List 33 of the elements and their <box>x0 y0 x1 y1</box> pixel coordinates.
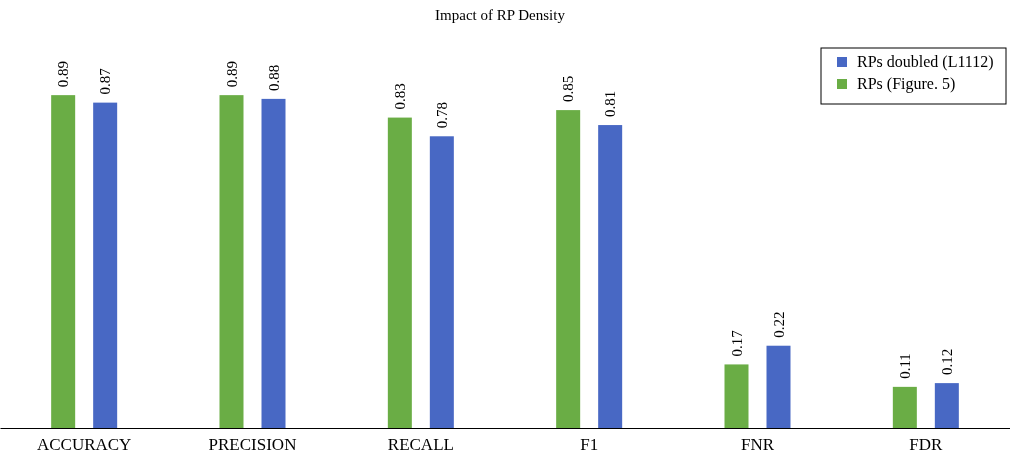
chart-title: Impact of RP Density <box>435 7 566 23</box>
x-tick-label: F1 <box>580 435 599 455</box>
data-label: 0.17 <box>728 329 745 357</box>
data-label: 0.81 <box>602 90 619 118</box>
bar <box>51 95 76 428</box>
x-tick-label: RECALL <box>387 435 454 455</box>
data-label: 0.85 <box>560 75 577 103</box>
data-label: 0.88 <box>265 64 282 91</box>
x-tick-label: FDR <box>909 435 944 455</box>
bar <box>892 386 917 428</box>
bar <box>387 117 412 428</box>
bar <box>556 110 581 428</box>
bar <box>93 102 118 428</box>
legend-label: RPs (Figure. 5) <box>857 75 956 93</box>
bar <box>766 345 791 428</box>
data-label: 0.89 <box>223 60 240 88</box>
data-label: 0.78 <box>433 102 450 129</box>
bar <box>598 125 623 428</box>
legend-label: RPs doubled (L1112) <box>857 53 994 71</box>
bar <box>934 383 959 428</box>
x-tick-label: ACCURACY <box>36 435 132 455</box>
data-label: 0.11 <box>896 353 913 379</box>
bar <box>219 95 244 428</box>
bar <box>261 98 286 428</box>
data-label: 0.87 <box>97 67 114 95</box>
x-tick-label: FNR <box>740 435 775 455</box>
x-tick-label: PRECISION <box>208 435 297 455</box>
data-label: 0.22 <box>770 311 787 338</box>
data-label: 0.83 <box>391 83 408 110</box>
data-label: 0.89 <box>55 60 72 88</box>
bar <box>724 364 749 428</box>
bar <box>429 136 454 428</box>
data-label: 0.12 <box>938 348 955 376</box>
